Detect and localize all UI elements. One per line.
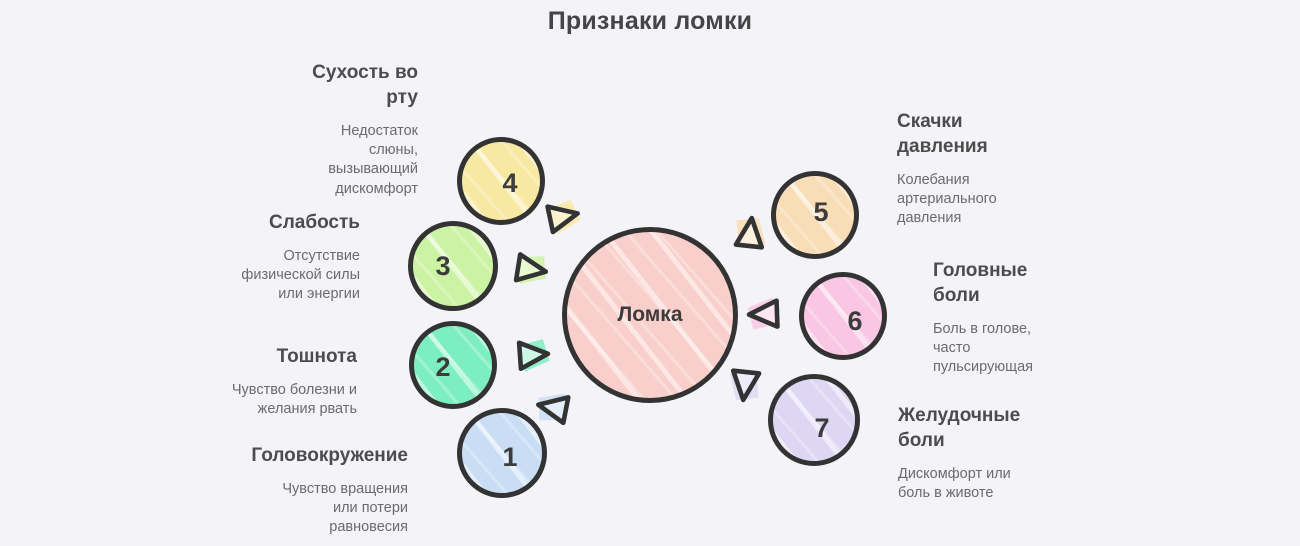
item-description: Отсутствие физической силы или энергии <box>241 248 360 303</box>
item-title: Тошнота <box>276 346 357 367</box>
label-weakness: Слабость Отсутствие физической силы или … <box>241 210 360 304</box>
sketch-texture <box>462 413 542 493</box>
triangle-arrow-icon-5 <box>733 215 766 250</box>
triangle-arrow-icon-4 <box>545 199 581 235</box>
arrow-triangle <box>513 252 549 283</box>
triangle-arrow-icon-6 <box>746 297 780 330</box>
triangle-arrow-icon-7 <box>729 368 762 403</box>
node-number: 1 <box>502 441 518 472</box>
item-title: Головные боли <box>933 260 1028 307</box>
item-description: Чувство болезни и желания рвать <box>231 382 357 418</box>
label-nausea: Тошнота Чувство болезни и желания рвать <box>232 344 357 419</box>
node-circle-3-weakness: 3 <box>408 221 498 311</box>
item-description: Дискомфорт или боль в животе <box>898 466 1011 502</box>
sketch-texture <box>773 379 855 461</box>
node-number: 5 <box>813 196 829 227</box>
sketch-texture <box>413 226 493 306</box>
node-circle-1-dizziness: 1 <box>457 408 547 498</box>
label-dizziness: Головокружение Чувство вращения или поте… <box>251 443 408 537</box>
node-circle-5-pressure: 5 <box>771 171 859 259</box>
node-number: 7 <box>814 412 830 443</box>
center-node-lomka: Ломка <box>562 227 738 403</box>
arrow-triangle <box>730 368 762 403</box>
sketch-texture <box>567 232 733 398</box>
node-circle-6-headache: 6 <box>799 272 887 360</box>
label-stomach-pains: Желудочные боли Дискомфорт или боль в жи… <box>898 403 1020 503</box>
node-number: 6 <box>847 305 863 336</box>
item-description: Недостаток слюны, вызывающий дискомфорт <box>328 123 418 197</box>
item-title: Скачки давления <box>897 111 988 158</box>
arrow-triangle <box>516 340 551 372</box>
item-description: Колебания артериального давления <box>897 172 997 227</box>
label-headaches: Головные боли Боль в голове, часто пульс… <box>933 258 1033 378</box>
arrow-triangle <box>536 395 571 426</box>
item-title: Слабость <box>268 212 360 233</box>
node-circle-2-nausea: 2 <box>409 321 497 409</box>
node-circle-7-stomach: 7 <box>768 374 860 466</box>
arrow-triangle <box>545 204 580 235</box>
triangle-arrow-icon-1 <box>536 393 571 426</box>
sketch-texture <box>414 326 492 404</box>
triangle-arrow-icon-2 <box>516 339 551 372</box>
center-node-label: Ломка <box>617 303 683 326</box>
page-title: Признаки ломки <box>547 7 753 35</box>
item-description: Чувство вращения или потери равновесия <box>282 481 408 536</box>
sketch-texture <box>776 176 854 254</box>
label-dry-mouth: Сухость во рту Недостаток слюны, вызываю… <box>312 60 418 199</box>
triangle-arrow-icon-3 <box>513 252 549 284</box>
item-title: Головокружение <box>251 445 408 466</box>
node-number: 3 <box>435 250 451 281</box>
item-title: Желудочные боли <box>898 405 1021 452</box>
item-title: Сухость во рту <box>312 62 418 109</box>
sketch-texture <box>462 142 540 220</box>
node-circle-4-dry-mouth: 4 <box>457 137 545 225</box>
node-number: 4 <box>502 167 518 198</box>
node-number: 2 <box>435 351 451 382</box>
arrow-triangle <box>746 298 780 329</box>
sketch-texture <box>804 277 882 355</box>
label-pressure-spikes: Скачки давления Колебания артериального … <box>897 109 997 229</box>
arrow-triangle <box>733 215 765 250</box>
item-description: Боль в голове, часто пульсирующая <box>933 321 1034 376</box>
